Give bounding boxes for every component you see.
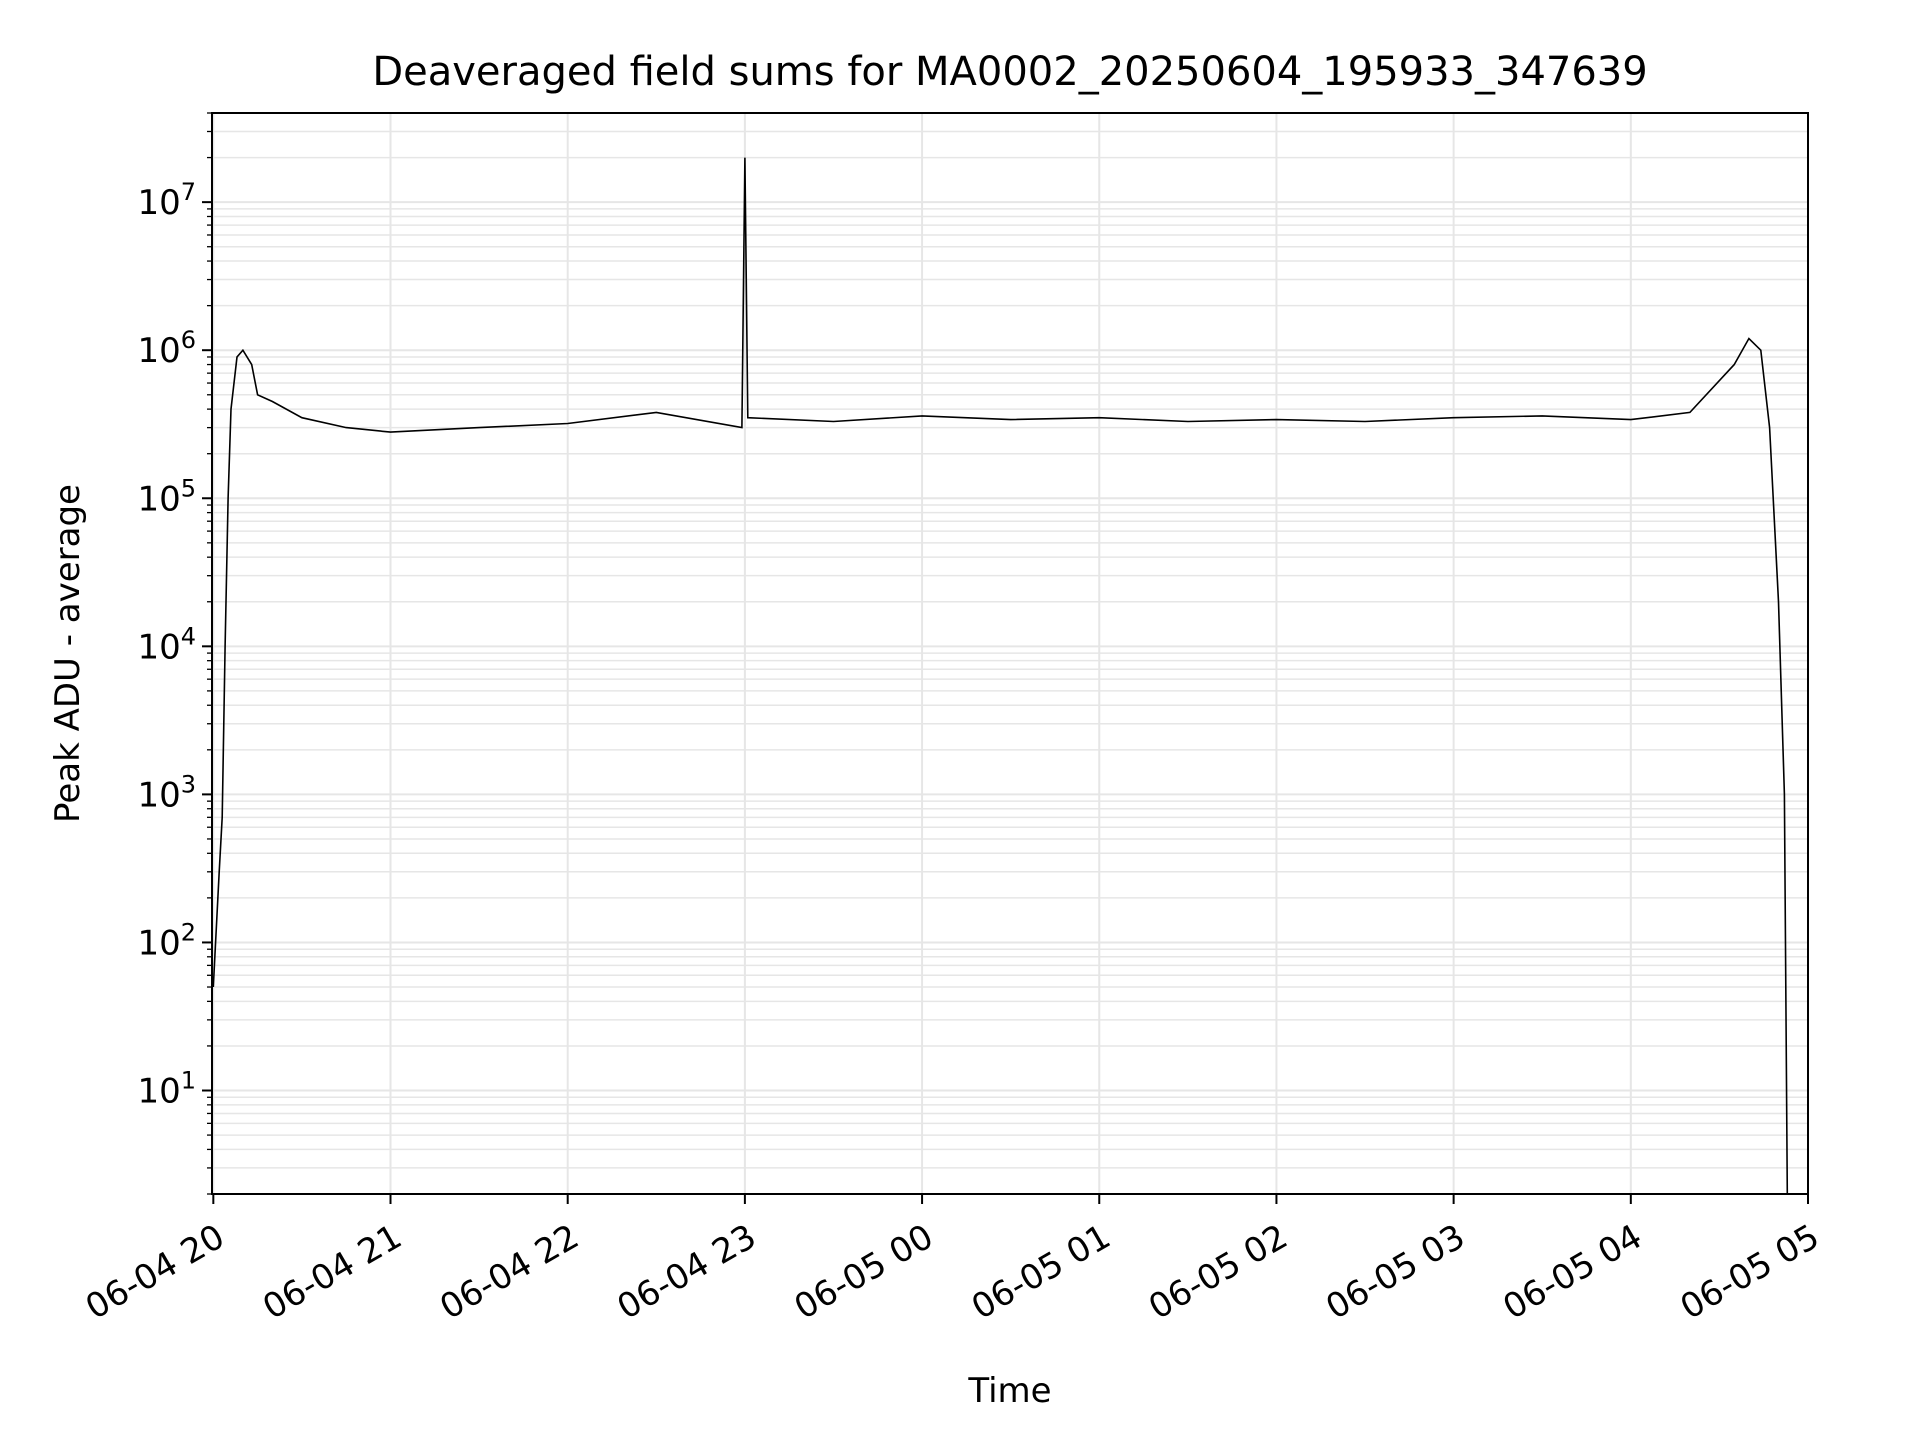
- y-tick-label: 107: [137, 178, 196, 223]
- chart-title: Deaveraged field sums for MA0002_2025060…: [372, 49, 1647, 95]
- grid: [212, 112, 1809, 1195]
- y-tick-label: 103: [137, 770, 196, 815]
- y-tick-label: 104: [137, 622, 196, 667]
- y-tick-label: 102: [137, 918, 196, 963]
- y-tick-label: 105: [137, 474, 196, 519]
- series-layer: [212, 157, 1789, 1195]
- data-line: [212, 157, 1789, 1195]
- x-axis-label: Time: [967, 1371, 1051, 1411]
- y-tick-label: 101: [137, 1067, 196, 1112]
- y-axis-label: Peak ADU - average: [48, 484, 88, 823]
- y-tick-label: 106: [137, 326, 196, 371]
